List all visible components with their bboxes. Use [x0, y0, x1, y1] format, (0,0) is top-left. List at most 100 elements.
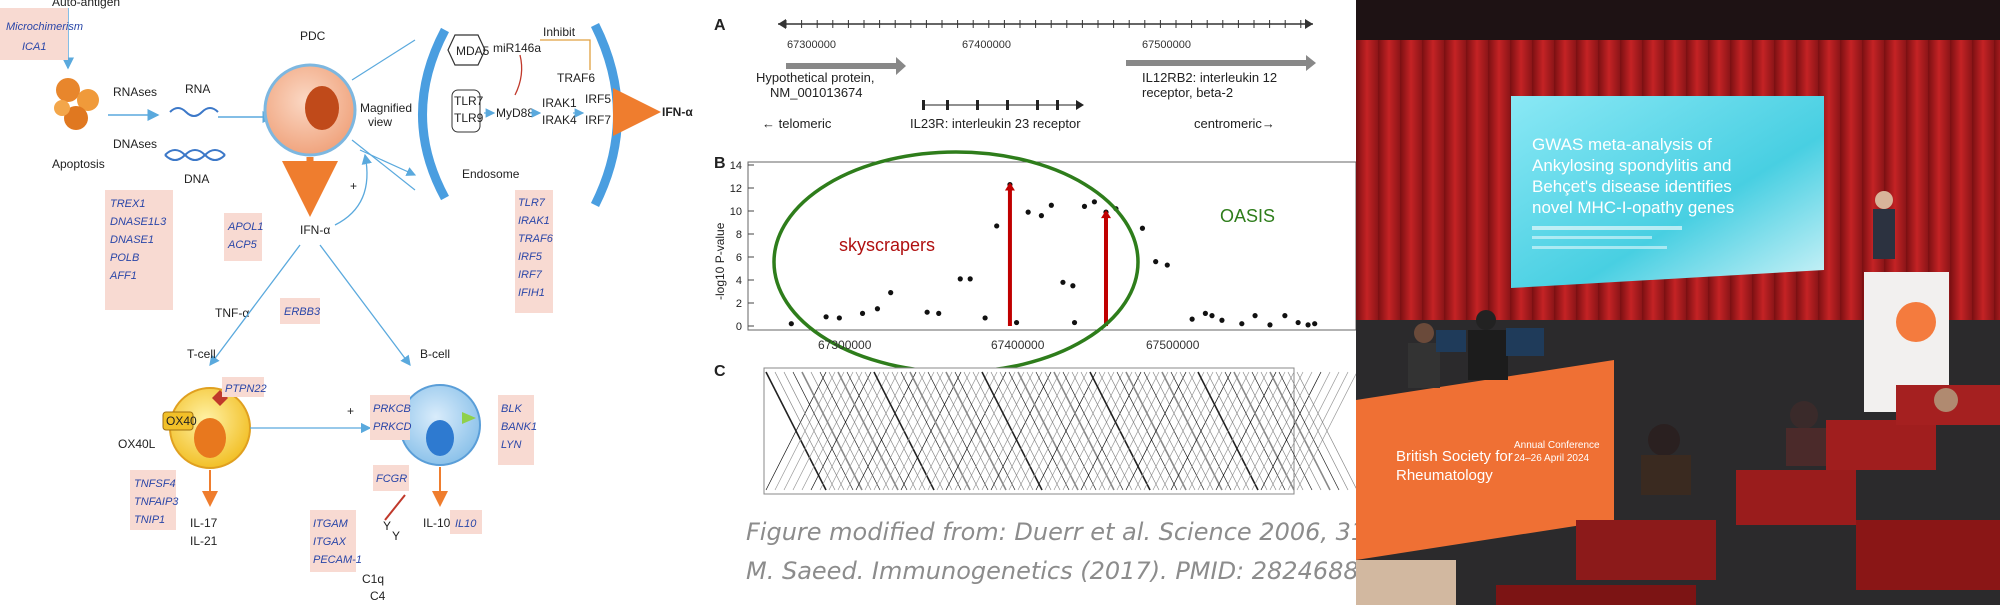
irf5-label: IRF5 [585, 92, 611, 106]
pdc-label: PDC [300, 29, 326, 43]
snp-point [1153, 259, 1159, 265]
ld-line [1242, 371, 1304, 491]
rnases-label: RNAses [113, 85, 157, 99]
svg-text:TREX1: TREX1 [110, 198, 145, 210]
y-tick-label: 0 [736, 321, 742, 333]
banner-line-2: Rheumatology [1396, 467, 1493, 484]
svg-text:IRF7: IRF7 [518, 269, 543, 281]
snp-point [823, 314, 829, 320]
tnf-alpha-label: TNF-α [215, 306, 249, 320]
y-tick-label: 12 [730, 183, 742, 195]
itgam-gene-box [310, 510, 356, 572]
plus-sign-2: + [347, 404, 354, 418]
snp-point [982, 315, 988, 321]
apol-gene-box [224, 213, 262, 261]
banner-line-1: British Society for [1396, 448, 1513, 465]
ld-line [828, 371, 890, 491]
c1q-label: C1q [362, 572, 384, 586]
blk-gene-box [498, 395, 534, 465]
magnified-label: Magnified [360, 101, 412, 115]
snp-point [888, 290, 894, 296]
ld-line [1233, 371, 1295, 491]
snp-point [994, 223, 1000, 229]
il10-gene-text: IL10 [455, 518, 477, 530]
bcell-label: B-cell [420, 347, 450, 361]
dna-label: DNA [184, 172, 209, 186]
ptpn22-gene-box [222, 377, 264, 397]
panel-c-label: C [714, 363, 726, 380]
snp-point [1025, 209, 1031, 215]
pecam1-text: PECAM-1 [313, 554, 362, 566]
snp-point [1139, 225, 1146, 231]
ld-line [1035, 371, 1097, 491]
genomic-association-figure: A 67300000 67400000 67500000 Hypothetica… [706, 0, 1356, 605]
irak4-label: IRAK4 [542, 113, 577, 127]
snp-point [1282, 313, 1288, 319]
snp-point [1060, 279, 1066, 285]
y-tick-label: 2 [736, 298, 742, 310]
ld-line [1215, 371, 1277, 491]
y-tick-label: 8 [736, 229, 742, 241]
snp-point [1202, 310, 1208, 316]
bottom-tick-label-2: 67400000 [991, 338, 1045, 352]
ld-line [1107, 371, 1169, 491]
ld-line [1071, 371, 1133, 491]
ld-line [891, 371, 953, 491]
ld-line [810, 371, 872, 491]
trex-gene-box [105, 190, 173, 310]
il23r-label: IL23R: interleukin 23 receptor [910, 116, 1081, 131]
top-axis-ticks [785, 20, 1302, 28]
conference-photo-svg: GWAS meta-analysis of Ankylosing spondyl… [1356, 0, 2000, 605]
y-axis-ticks: 0 2 4 6 8 10 12 14 [730, 160, 754, 333]
ld-line [1161, 371, 1223, 491]
ld-line [963, 371, 1025, 491]
il17-label: IL-17 [190, 516, 218, 530]
microchimerism-box [0, 8, 68, 60]
ld-line [900, 371, 962, 491]
ptpn22-text: PTPN22 [225, 383, 267, 395]
caption-line-1: Figure modified from: Duerr et al. Scien… [746, 518, 1356, 546]
mir146a-label: miR146a [493, 41, 541, 55]
ld-line [1260, 371, 1322, 491]
banner-conference: Annual Conference [1514, 440, 1600, 451]
ld-line [1062, 371, 1124, 491]
banner-dates: 24–26 April 2024 [1514, 453, 1590, 464]
tlr-gene-list: TLR7 IRAK1 TRAF6 IRF5 IRF7 IFIH1 [518, 197, 554, 299]
snp-point [1209, 313, 1215, 319]
telomeric-label: ← telomeric [762, 116, 832, 131]
svg-text:IFIH1: IFIH1 [518, 287, 545, 299]
snp-point [874, 306, 881, 312]
prkcb-gene-box [370, 395, 410, 440]
ox40-label: OX40 [166, 414, 197, 428]
ld-line [1125, 371, 1187, 491]
svg-text:DNASE1: DNASE1 [110, 234, 154, 246]
acp5-text: ACP5 [227, 239, 258, 251]
ld-line [972, 371, 1034, 491]
projector-slide [1511, 96, 1824, 288]
y-tick-label: 14 [730, 160, 742, 172]
svg-text:DNASE1L3: DNASE1L3 [110, 216, 167, 228]
svg-text:POLB: POLB [110, 252, 139, 264]
plus-sign: + [350, 179, 357, 193]
ld-line [1017, 371, 1079, 491]
snp-point [1164, 262, 1170, 268]
centromeric-label: centromeric→ [1194, 116, 1275, 131]
ld-line [1170, 371, 1232, 491]
y-axis-label: -log10 P-value [713, 222, 727, 300]
top-tick-label-1: 67300000 [787, 39, 836, 51]
svg-text:TLR7: TLR7 [518, 197, 546, 209]
apol1-text: APOL1 [227, 221, 263, 233]
panel-a-label: A [714, 17, 726, 34]
ifn-alpha-label: IFN-α [300, 223, 330, 237]
bank1-text: BANK1 [501, 421, 537, 433]
snp-point [1295, 319, 1301, 326]
ld-line [1026, 371, 1088, 491]
ld-line [1143, 371, 1205, 491]
panel-b-label: B [714, 155, 726, 172]
panel-members [1408, 310, 1544, 388]
speaker [1873, 191, 1895, 259]
ld-line [1206, 371, 1268, 491]
ld-line [990, 371, 1052, 491]
dnases-label: DNAses [113, 137, 157, 151]
bottom-tick-label-3: 67500000 [1146, 338, 1200, 352]
